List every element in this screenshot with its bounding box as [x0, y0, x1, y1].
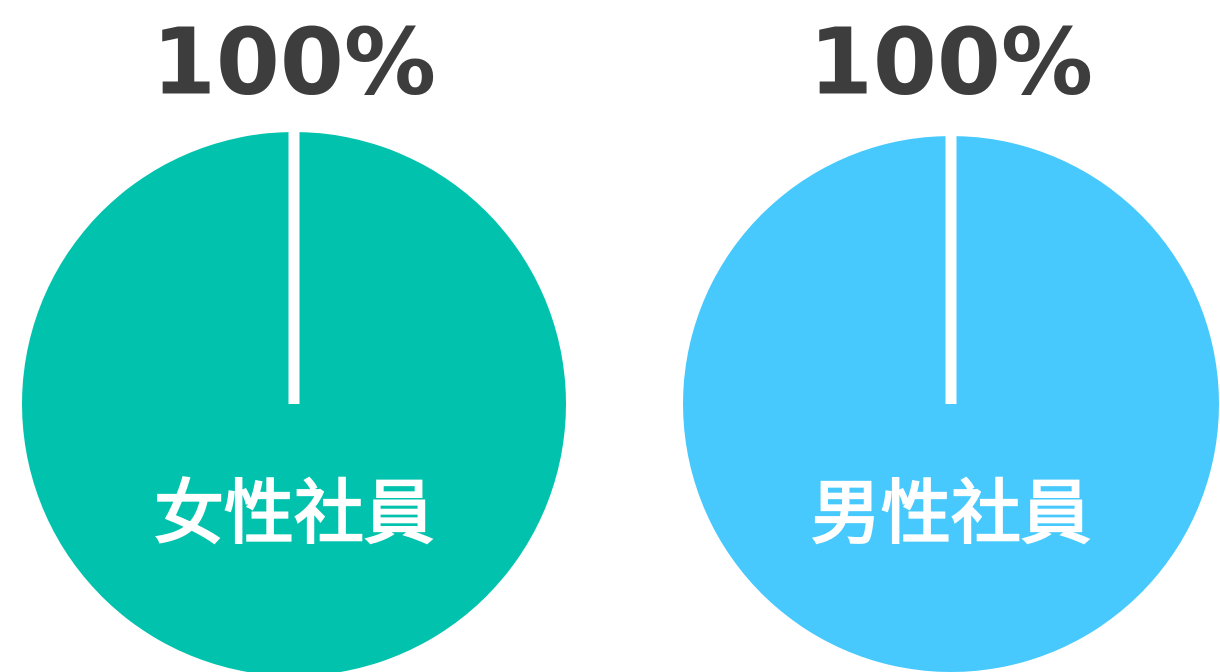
- category-label: 男性社員: [811, 472, 1091, 554]
- value-label: 100%: [152, 8, 436, 115]
- category-label: 女性社員: [154, 472, 434, 554]
- value-label: 100%: [809, 8, 1093, 115]
